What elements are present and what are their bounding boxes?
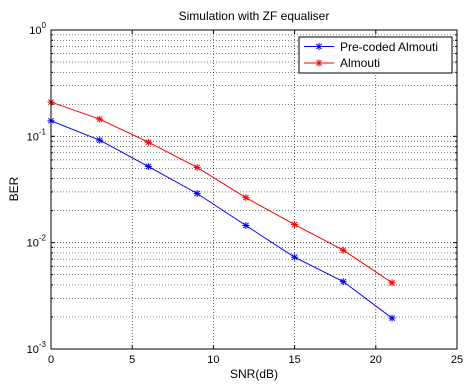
data-point-marker bbox=[242, 194, 250, 202]
y-tick-label: 10-3 bbox=[27, 340, 47, 356]
chart-title: Simulation with ZF equaliser bbox=[179, 9, 330, 23]
data-point-marker bbox=[242, 222, 250, 230]
series-line-1 bbox=[50, 101, 393, 284]
x-tick-label: 20 bbox=[370, 354, 382, 366]
data-point-marker bbox=[339, 246, 347, 254]
y-tick-label: 10-2 bbox=[27, 234, 47, 250]
data-point-marker bbox=[291, 221, 299, 229]
x-tick-label: 25 bbox=[451, 354, 463, 366]
legend-asterisk-icon bbox=[315, 59, 323, 67]
legend-label-almouti: Almouti bbox=[340, 56, 380, 70]
plot-area bbox=[50, 29, 458, 350]
data-point-marker bbox=[96, 136, 104, 144]
series-line-0 bbox=[50, 120, 393, 319]
y-tick-label: 100 bbox=[29, 21, 46, 37]
legend-label-precoded: Pre-coded Almouti bbox=[340, 40, 438, 54]
x-tick-label: 0 bbox=[48, 354, 54, 366]
legend-asterisk-icon bbox=[315, 43, 323, 50]
x-tick-label: 15 bbox=[288, 354, 300, 366]
data-point-marker bbox=[193, 189, 201, 197]
data-point-marker bbox=[339, 278, 347, 286]
grid-lines bbox=[51, 30, 457, 349]
data-point-marker bbox=[193, 163, 201, 171]
legend: Pre-coded Almouti Almouti bbox=[298, 36, 453, 74]
x-tick-label: 10 bbox=[207, 354, 219, 366]
data-point-marker bbox=[96, 115, 104, 123]
legend-marker-almouti bbox=[315, 59, 323, 67]
y-axis-label: BER bbox=[7, 176, 21, 201]
plot-frame bbox=[50, 29, 458, 350]
data-point-marker bbox=[144, 163, 152, 171]
series-layer bbox=[47, 98, 396, 322]
x-tick-label: 5 bbox=[129, 354, 135, 366]
legend-marker-precoded bbox=[315, 43, 323, 50]
data-point-marker bbox=[388, 314, 396, 322]
data-point-marker bbox=[144, 138, 152, 146]
y-tick-label: 10-1 bbox=[27, 127, 47, 143]
x-axis-label: SNR(dB) bbox=[230, 367, 278, 381]
data-point-marker bbox=[291, 253, 299, 261]
legend-box bbox=[298, 36, 453, 74]
data-point-marker bbox=[388, 279, 396, 287]
